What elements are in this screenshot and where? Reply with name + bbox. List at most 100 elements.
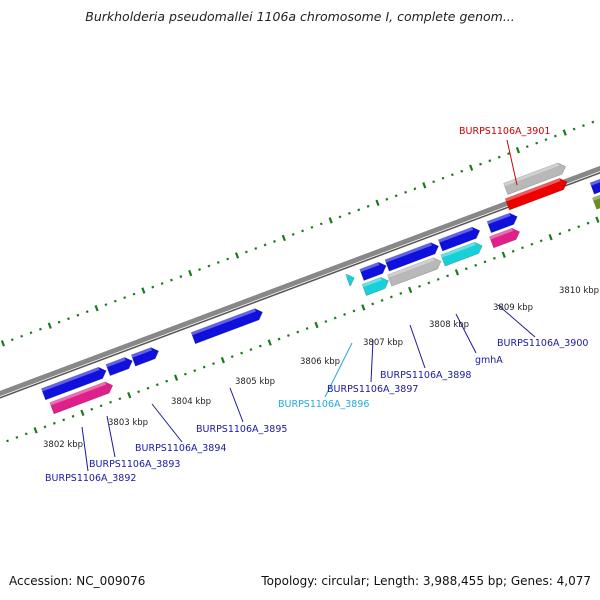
gene-BURPS1106A_3897-gray[interactable]	[387, 256, 443, 287]
major-tick	[80, 409, 85, 416]
minor-tick	[418, 284, 421, 288]
minor-tick	[109, 400, 112, 404]
minor-tick	[179, 275, 183, 278]
gene-label-gmhA[interactable]: gmhA	[475, 355, 503, 366]
minor-tick	[371, 302, 375, 306]
minor-tick	[352, 309, 356, 313]
accession-text: Accession: NC_009076	[9, 574, 146, 588]
minor-tick	[310, 225, 314, 229]
minor-tick	[230, 355, 234, 359]
gene-BURPS1106A_3896-cyan[interactable]	[361, 275, 391, 296]
minor-tick	[118, 397, 122, 401]
major-tick	[408, 286, 413, 294]
gene-BURPS1106A_3892-pink[interactable]	[49, 380, 115, 415]
minor-tick	[277, 337, 281, 341]
kbp-label: 3802 kbp	[43, 440, 83, 450]
gene-BURPS1106A_3893[interactable]	[105, 355, 135, 377]
minor-tick	[380, 299, 384, 302]
gene-BURPS1106A_3895[interactable]	[190, 306, 265, 345]
major-tick	[33, 427, 38, 434]
gene-highlight	[387, 257, 435, 278]
major-tick	[515, 146, 521, 154]
gene-BURPS1106A_3897[interactable]	[384, 241, 441, 272]
gene-label-BURPS1106A_3895[interactable]: BURPS1106A_3895	[196, 424, 287, 435]
lower-tick-track	[6, 216, 600, 443]
major-tick	[361, 304, 366, 311]
gene-highlight	[359, 262, 380, 273]
major-tick	[501, 251, 506, 258]
minor-tick	[216, 261, 220, 264]
gene-BURPS1106A_3896-marker[interactable]	[345, 272, 357, 287]
minor-tick	[347, 211, 351, 215]
gene-BURPS1106A_3900-pink[interactable]	[489, 226, 521, 249]
gene-labels[interactable]: BURPS1106A_3901 BURPS1106A_3900 gmhA BURPS1…	[45, 126, 588, 484]
gene-BURPS1106A_3896[interactable]	[359, 260, 389, 281]
minor-tick	[492, 256, 496, 260]
gene-label-BURPS1106A_3894[interactable]: BURPS1106A_3894	[135, 443, 226, 454]
gene-highlight	[131, 347, 152, 358]
gene-label-BURPS1106A_3898[interactable]: BURPS1106A_3898	[380, 370, 471, 381]
leader-line	[106, 415, 116, 458]
gene-highlight	[489, 228, 513, 240]
gene-BURPS1106A_3898[interactable]	[437, 225, 482, 252]
gene-BURPS1106A_3901[interactable]	[504, 176, 569, 211]
minor-tick	[389, 295, 393, 299]
minor-tick	[432, 180, 436, 184]
upper-tick-track	[0, 120, 595, 347]
minor-tick	[497, 155, 501, 159]
minor-tick	[338, 215, 342, 219]
gene-features[interactable]	[0, 161, 600, 426]
minor-tick	[333, 316, 337, 320]
minor-tick	[258, 344, 262, 348]
minor-tick	[305, 327, 309, 330]
major-tick	[454, 269, 460, 276]
gene-gmhA[interactable]	[440, 240, 485, 267]
kbp-label: 3803 kbp	[108, 418, 148, 428]
minor-tick	[591, 120, 595, 124]
gene-label-BURPS1106A_3897[interactable]: BURPS1106A_3897	[327, 384, 418, 395]
map-title: Burkholderia pseudomallei 1106a chromoso…	[85, 9, 515, 24]
gene-highlight	[191, 308, 256, 336]
minor-tick	[226, 257, 230, 261]
gene-label-BURPS1106A_3900[interactable]: BURPS1106A_3900	[497, 338, 588, 349]
leader-line	[324, 342, 353, 398]
minor-tick	[254, 247, 258, 250]
minor-tick	[244, 250, 248, 254]
kbp-label: 3809 kbp	[493, 303, 533, 313]
minor-tick	[488, 159, 492, 163]
gene-label-BURPS1106A_3892[interactable]: BURPS1106A_3892	[45, 473, 136, 484]
gene-label-BURPS1106A_3893[interactable]: BURPS1106A_3893	[89, 459, 180, 470]
leader-line	[497, 304, 536, 338]
gene-right-olive[interactable]	[592, 181, 600, 210]
minor-tick	[572, 127, 576, 131]
minor-tick	[29, 331, 33, 335]
gene-BURPS1106A_3900[interactable]	[486, 211, 519, 234]
minor-tick	[530, 242, 534, 246]
gene-label-BURPS1106A_3896[interactable]: BURPS1106A_3896	[278, 399, 369, 410]
minor-tick	[479, 162, 482, 166]
minor-tick	[85, 310, 89, 314]
minor-tick	[521, 246, 524, 250]
major-tick	[548, 234, 553, 241]
major-tick	[220, 356, 225, 364]
minor-tick	[446, 274, 450, 278]
gene-right-blue[interactable]	[589, 166, 600, 195]
minor-tick	[104, 303, 108, 307]
minor-tick	[399, 291, 403, 295]
major-tick	[422, 182, 427, 189]
gene-BURPS1106A_3892[interactable]	[40, 365, 108, 401]
minor-tick	[240, 351, 244, 355]
gene-highlight	[105, 357, 126, 368]
minor-tick	[441, 176, 445, 180]
gene-highlight	[440, 242, 476, 258]
major-tick	[94, 304, 99, 312]
gene-label-BURPS1106A_3901[interactable]: BURPS1106A_3901	[459, 126, 550, 137]
gene-BURPS1106A_3901-gray[interactable]	[503, 161, 568, 195]
gene-highlight	[438, 227, 474, 243]
minor-tick	[15, 435, 19, 439]
minor-tick	[450, 173, 454, 177]
major-tick	[281, 234, 286, 242]
gene-highlight	[41, 367, 100, 392]
gene-BURPS1106A_3894[interactable]	[130, 345, 160, 367]
